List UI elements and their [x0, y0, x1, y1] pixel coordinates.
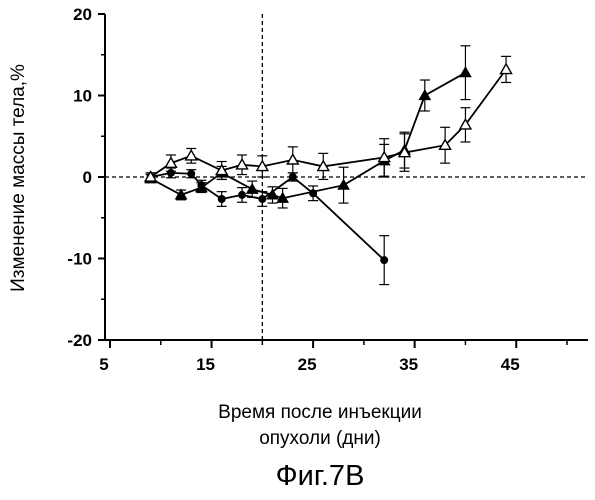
x-tick-label: 5 [99, 355, 108, 374]
y-tick-label: -10 [67, 250, 92, 269]
data-point [380, 256, 388, 264]
data-point [338, 180, 349, 190]
data-point [501, 64, 512, 74]
series-filled-circle [146, 168, 390, 285]
data-point [186, 150, 197, 160]
series-line [151, 69, 507, 177]
series-line [151, 73, 466, 199]
data-point [218, 195, 226, 203]
y-tick-label: 10 [73, 87, 92, 106]
series-filled-triangle [145, 46, 471, 208]
y-tick-label: 0 [83, 168, 92, 187]
figure-caption: Фиг.7В [110, 460, 530, 493]
data-point [237, 159, 248, 169]
data-point [187, 170, 195, 178]
data-series [145, 46, 511, 285]
x-tick-label: 45 [501, 355, 520, 374]
x-axis-label-line1: Время после инъекции [110, 400, 530, 426]
data-point [287, 154, 298, 164]
y-tick-label: 20 [73, 5, 92, 24]
reference-lines [105, 14, 588, 340]
data-point [238, 191, 246, 199]
x-tick-label: 15 [196, 355, 215, 374]
data-point [258, 195, 266, 203]
series-line [151, 173, 385, 260]
x-tick-label: 35 [399, 355, 418, 374]
data-point [460, 67, 471, 77]
data-point [419, 90, 430, 100]
series-open-triangle [145, 56, 511, 181]
data-point [289, 173, 297, 181]
data-point [247, 184, 258, 194]
y-axis-label: Изменение массы тела,% [8, 64, 29, 292]
y-tick-label: -20 [67, 331, 92, 350]
x-axis-label-line2: опухоли (дни) [110, 426, 530, 452]
x-tick-label: 25 [298, 355, 317, 374]
tick-labels: 20 10 0 -10 -20 5 15 25 35 45 [67, 5, 519, 374]
